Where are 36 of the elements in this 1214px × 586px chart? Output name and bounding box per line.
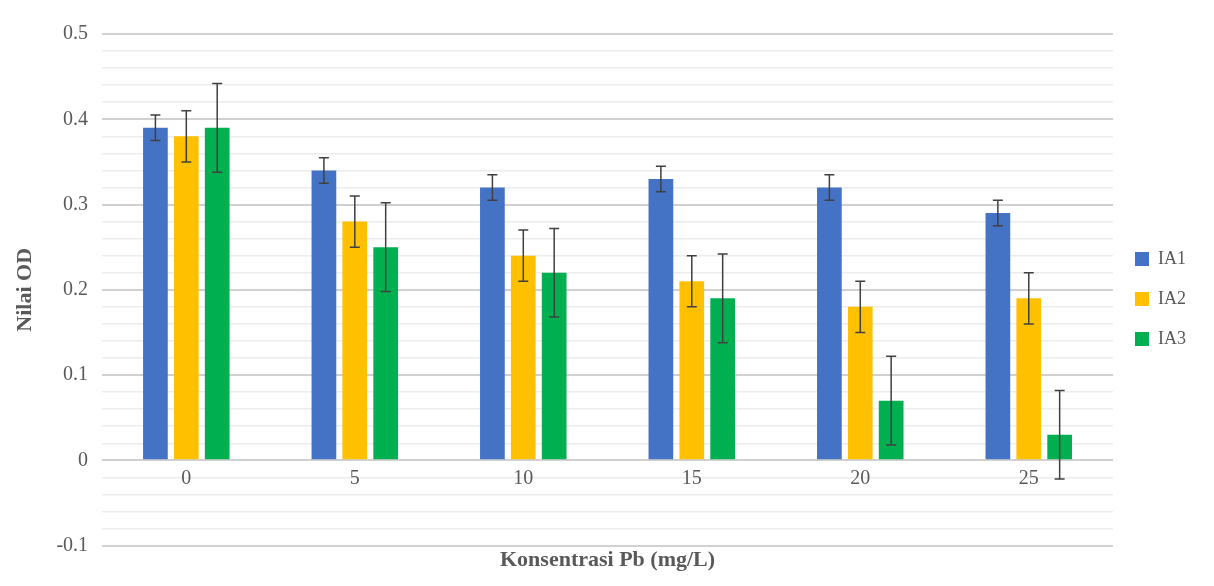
- x-axis-title: Konsentrasi Pb (mg/L): [499, 546, 716, 572]
- bar: [143, 127, 168, 460]
- x-tick-label: 5: [349, 465, 360, 488]
- y-tick-label: 0.5: [63, 21, 89, 44]
- bar: [311, 170, 337, 460]
- bar: [985, 213, 1011, 460]
- bar: [710, 298, 736, 460]
- x-tick-label: 15: [681, 465, 702, 488]
- bar: [847, 306, 873, 460]
- bar: [1016, 298, 1042, 460]
- y-tick-label: -0.1: [56, 532, 89, 555]
- bar: [878, 400, 904, 460]
- legend-label: IA3: [1158, 327, 1187, 348]
- bar: [679, 281, 705, 460]
- legend-label: IA2: [1158, 287, 1187, 308]
- y-axis-title: Nilai OD: [10, 247, 36, 332]
- y-tick-label: 0.1: [63, 362, 89, 385]
- y-tick-label: 0.3: [63, 191, 89, 214]
- x-tick-label: 25: [1018, 465, 1039, 488]
- bar: [648, 178, 674, 460]
- legend-label: IA1: [1158, 247, 1187, 268]
- x-tick-label: 20: [850, 465, 871, 488]
- x-tick-label: 0: [181, 465, 192, 488]
- y-tick-label: 0.4: [63, 106, 89, 129]
- bar: [342, 221, 368, 460]
- bar: [373, 247, 399, 460]
- bar: [1047, 434, 1073, 460]
- y-tick-label: 0: [78, 447, 89, 470]
- bar: [480, 187, 505, 460]
- y-tick-label: 0.2: [63, 277, 89, 300]
- bar: [510, 255, 536, 460]
- bar: [541, 272, 567, 460]
- bar: [817, 187, 842, 460]
- x-tick-label: 10: [513, 465, 534, 488]
- bar: [204, 127, 230, 460]
- bar: [173, 136, 199, 460]
